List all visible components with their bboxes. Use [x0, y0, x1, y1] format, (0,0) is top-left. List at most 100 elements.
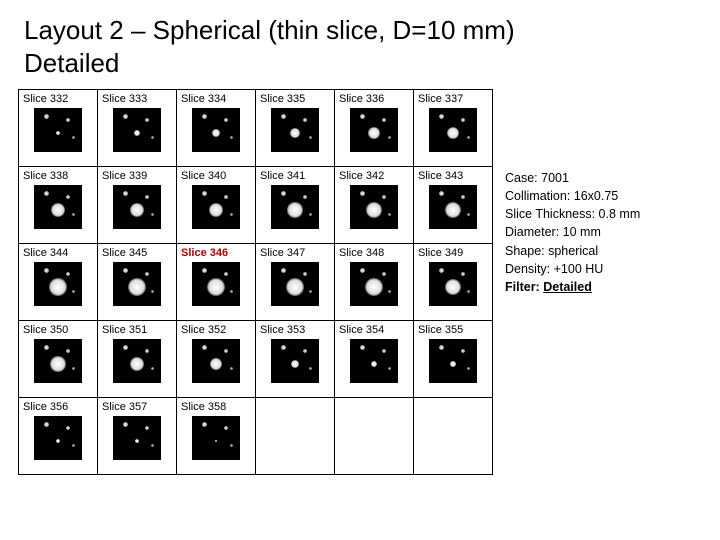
meta-filter-value: Detailed: [543, 280, 592, 294]
slice-thumb: [113, 416, 161, 460]
slice-thumb: [113, 339, 161, 383]
slice-label: Slice 339: [102, 170, 172, 182]
slice-cell: Slice 334: [177, 90, 256, 167]
slice-cell: Slice 339: [98, 167, 177, 244]
slice-thumb: [34, 185, 82, 229]
title-line-1: Layout 2 – Spherical (thin slice, D=10 m…: [24, 15, 515, 45]
slice-thumb: [34, 416, 82, 460]
slice-cell: [335, 398, 414, 475]
meta-line: Diameter: 10 mm: [505, 223, 640, 241]
slice-label: Slice 344: [23, 247, 93, 259]
slice-thumb: [429, 262, 477, 306]
slice-label: Slice 345: [102, 247, 172, 259]
slice-thumb: [271, 262, 319, 306]
slice-label: Slice 348: [339, 247, 409, 259]
meta-lines: Case: 7001Collimation: 16x0.75Slice Thic…: [505, 169, 640, 278]
slice-grid: Slice 332 Slice 333 Slice 334 Slice 335 Slic…: [18, 89, 493, 475]
slice-cell: [256, 398, 335, 475]
slice-thumb: [271, 339, 319, 383]
slice-thumb: [192, 262, 240, 306]
slice-thumb: [192, 339, 240, 383]
meta-line: Shape: spherical: [505, 242, 640, 260]
slice-label: Slice 333: [102, 93, 172, 105]
slice-cell: Slice 340: [177, 167, 256, 244]
slice-cell: Slice 345: [98, 244, 177, 321]
content-row: Slice 332 Slice 333 Slice 334 Slice 335 Slic…: [0, 79, 720, 475]
meta-filter: Filter: Detailed: [505, 278, 640, 296]
slice-thumb: [34, 262, 82, 306]
slice-label: Slice 346: [181, 247, 251, 259]
slice-cell: Slice 333: [98, 90, 177, 167]
slice-cell: Slice 348: [335, 244, 414, 321]
slice-label: Slice 357: [102, 401, 172, 413]
slice-thumb: [113, 262, 161, 306]
slice-label: Slice 335: [260, 93, 330, 105]
meta-line: Density: +100 HU: [505, 260, 640, 278]
slice-cell: Slice 352: [177, 321, 256, 398]
slice-cell: Slice 347: [256, 244, 335, 321]
slice-label: Slice 340: [181, 170, 251, 182]
slice-label: Slice 356: [23, 401, 93, 413]
slice-cell: Slice 337: [414, 90, 493, 167]
slice-label: Slice 338: [23, 170, 93, 182]
case-meta-panel: Case: 7001Collimation: 16x0.75Slice Thic…: [493, 89, 640, 296]
slice-cell: Slice 346: [177, 244, 256, 321]
slice-thumb: [34, 339, 82, 383]
slice-cell: Slice 341: [256, 167, 335, 244]
slice-thumb: [34, 108, 82, 152]
title-line-2: Detailed: [24, 48, 119, 78]
slice-label: Slice 350: [23, 324, 93, 336]
slice-cell: Slice 342: [335, 167, 414, 244]
slice-thumb: [350, 185, 398, 229]
slice-thumb: [350, 262, 398, 306]
slice-cell: Slice 350: [19, 321, 98, 398]
slice-cell: Slice 354: [335, 321, 414, 398]
slice-cell: Slice 356: [19, 398, 98, 475]
slice-thumb: [192, 185, 240, 229]
slice-thumb: [192, 108, 240, 152]
slice-label: Slice 349: [418, 247, 488, 259]
slice-label: Slice 332: [23, 93, 93, 105]
slice-thumb: [429, 108, 477, 152]
slice-cell: Slice 338: [19, 167, 98, 244]
slice-cell: Slice 336: [335, 90, 414, 167]
slice-cell: Slice 353: [256, 321, 335, 398]
slice-thumb: [271, 185, 319, 229]
slice-label: Slice 342: [339, 170, 409, 182]
slice-cell: Slice 351: [98, 321, 177, 398]
slice-cell: Slice 344: [19, 244, 98, 321]
slice-thumb: [271, 108, 319, 152]
slice-cell: [414, 398, 493, 475]
slice-thumb: [350, 339, 398, 383]
meta-line: Case: 7001: [505, 169, 640, 187]
slice-cell: Slice 343: [414, 167, 493, 244]
slice-label: Slice 347: [260, 247, 330, 259]
slice-label: Slice 343: [418, 170, 488, 182]
slice-thumb: [350, 108, 398, 152]
slice-thumb: [429, 185, 477, 229]
slice-cell: Slice 357: [98, 398, 177, 475]
slice-label: Slice 358: [181, 401, 251, 413]
slice-label: Slice 341: [260, 170, 330, 182]
meta-line: Collimation: 16x0.75: [505, 187, 640, 205]
slice-cell: Slice 332: [19, 90, 98, 167]
slice-label: Slice 354: [339, 324, 409, 336]
slice-label: Slice 351: [102, 324, 172, 336]
slice-label: Slice 336: [339, 93, 409, 105]
slice-cell: Slice 358: [177, 398, 256, 475]
slice-cell: Slice 355: [414, 321, 493, 398]
slice-thumb: [113, 108, 161, 152]
slice-label: Slice 352: [181, 324, 251, 336]
meta-filter-label: Filter:: [505, 280, 540, 294]
slice-label: Slice 355: [418, 324, 488, 336]
slice-cell: Slice 349: [414, 244, 493, 321]
slice-thumb: [429, 339, 477, 383]
page-title: Layout 2 – Spherical (thin slice, D=10 m…: [0, 0, 720, 79]
meta-line: Slice Thickness: 0.8 mm: [505, 205, 640, 223]
slice-label: Slice 337: [418, 93, 488, 105]
slice-thumb: [192, 416, 240, 460]
slice-cell: Slice 335: [256, 90, 335, 167]
slice-label: Slice 334: [181, 93, 251, 105]
slice-thumb: [113, 185, 161, 229]
slice-label: Slice 353: [260, 324, 330, 336]
